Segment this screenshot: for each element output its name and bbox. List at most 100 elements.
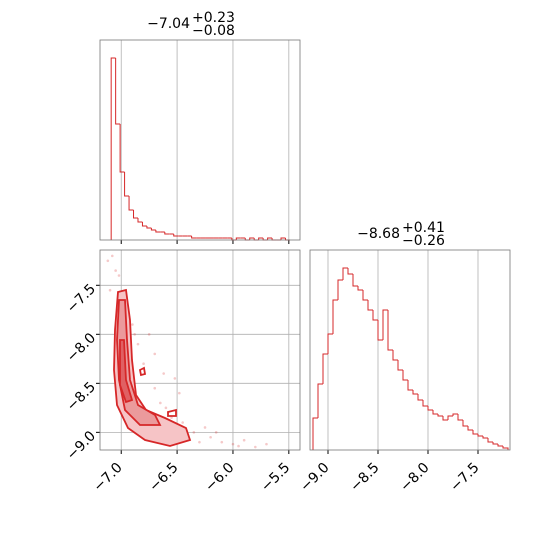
panel-title: −8.68: [357, 226, 400, 242]
hist-step: [357, 286, 363, 291]
scatter-point: [173, 377, 177, 380]
hist-step: [422, 400, 428, 407]
hist-step: [387, 310, 393, 351]
scatter-point: [237, 444, 240, 448]
title-upper: +0.41: [402, 220, 445, 236]
hist-step: [342, 267, 348, 280]
hist-step: [146, 226, 152, 229]
hist-step: [392, 350, 398, 361]
scatter-point: [265, 442, 268, 446]
scatter-point: [106, 259, 110, 263]
hist-step: [258, 237, 264, 240]
panel: −7.0 −6.5 −6.0 −5.5 −7.5 −8.0 −8.5 −9.0: [64, 249, 301, 495]
scatter-point: [209, 435, 212, 439]
hist-step: [327, 333, 333, 354]
hist-step: [312, 417, 318, 450]
scatter-point: [159, 401, 162, 405]
title-upper: +0.23: [192, 10, 235, 26]
scatter-point: [231, 442, 235, 446]
title-lower: −0.08: [192, 23, 235, 39]
scatter-point: [192, 431, 196, 434]
scatter-point: [153, 386, 157, 390]
hist-step: [115, 58, 121, 125]
scatter-point: [198, 440, 201, 444]
y-tick-label: −8.5: [64, 379, 99, 414]
contour-island: [138, 366, 177, 417]
scatter-point: [114, 269, 117, 272]
scatter-point: [242, 438, 246, 442]
panel-title: −7.04: [147, 16, 190, 32]
hist-step: [141, 222, 147, 227]
hist-step: [119, 124, 125, 173]
y-tick-label: −8.0: [64, 330, 99, 365]
hist-step: [482, 436, 488, 439]
hist-step: [110, 57, 116, 240]
hist-step: [377, 320, 383, 341]
y-tick-label: −7.5: [64, 281, 99, 316]
hist-step: [133, 210, 138, 219]
scatter-point: [117, 274, 121, 277]
hist-step: [382, 309, 388, 340]
hist-step: [173, 234, 179, 237]
hist-step: [467, 426, 473, 431]
axes-frame: [99, 249, 301, 451]
hist-step: [437, 414, 443, 417]
scatter-point: [181, 421, 184, 424]
hist-step: [267, 237, 273, 240]
x-tick-label: −6.0: [202, 460, 237, 495]
panel: −9.0 −8.5 −8.0 −7.5 −8.68 +0.41−0.26: [297, 220, 511, 495]
hist-step: [397, 360, 403, 371]
hist-step: [417, 394, 423, 401]
hist-step: [432, 410, 438, 415]
scatter-point: [214, 431, 218, 434]
hist-step: [427, 406, 433, 411]
hist-step: [137, 218, 143, 223]
scatter-point: [110, 254, 114, 258]
hist-step: [367, 300, 373, 311]
x-tick-label: −5.5: [258, 460, 293, 495]
hist-step: [472, 430, 478, 435]
scatter-point: [203, 426, 207, 429]
hist-step: [462, 420, 468, 427]
hist-step: [402, 370, 408, 381]
hist-step: [502, 446, 509, 450]
scatter-point: [147, 333, 151, 336]
hist-step: [347, 268, 353, 275]
title-lower: −0.26: [402, 233, 445, 249]
x-tick-label: −8.5: [347, 460, 382, 495]
hist-step: [372, 310, 378, 321]
x-tick-label: −7.0: [90, 460, 125, 495]
contour-inner: [119, 339, 134, 404]
hist-step: [155, 230, 161, 233]
hist-step: [150, 228, 156, 231]
axes-frame: [309, 249, 511, 451]
hist-step: [412, 390, 418, 395]
hist-step: [442, 416, 448, 421]
hist-step: [352, 274, 358, 287]
hist-step: [487, 438, 493, 443]
scatter-point: [133, 333, 136, 336]
x-tick-label: −8.0: [397, 460, 432, 495]
hist-step: [337, 279, 343, 300]
hist-step: [362, 290, 368, 301]
hist-step: [497, 444, 503, 447]
hist-step: [492, 442, 498, 445]
hist-step: [249, 237, 255, 240]
scatter-point: [108, 288, 112, 292]
hist-step: [124, 172, 130, 197]
hist-step: [452, 413, 458, 416]
hist-step: [235, 237, 241, 240]
hist-step: [191, 236, 197, 239]
scatter-point: [131, 323, 134, 326]
axes-frame: [99, 39, 301, 241]
scatter-point: [164, 406, 168, 410]
hist-step: [457, 414, 463, 421]
hist-step: [280, 237, 286, 240]
x-tick-label: −7.5: [447, 460, 482, 495]
panel: −7.04 +0.23−0.08: [99, 10, 301, 244]
contours: [113, 288, 192, 447]
scatter-point: [170, 416, 173, 419]
hist-step: [322, 353, 328, 384]
